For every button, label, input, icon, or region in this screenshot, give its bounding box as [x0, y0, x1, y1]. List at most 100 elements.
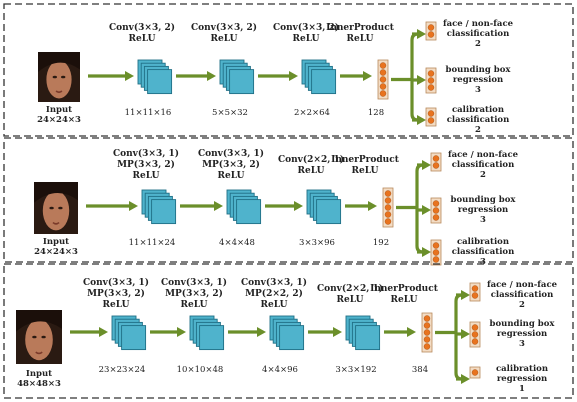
- neuron: [432, 256, 440, 263]
- neuron: [423, 343, 431, 350]
- panel-border: [3, 137, 574, 263]
- layer-label: ReLU: [181, 300, 208, 310]
- fc-label: ReLU: [391, 295, 418, 305]
- layer-dimension: 5×5×32: [212, 108, 248, 118]
- output-label: bounding box: [490, 319, 556, 329]
- arrow: [176, 71, 216, 81]
- layer-label: MP(3×3, 2): [87, 288, 145, 299]
- arrow: [384, 327, 416, 337]
- feature-map-cube: [345, 315, 381, 351]
- arrow: [456, 290, 470, 300]
- layer-label: ReLU: [103, 300, 130, 310]
- output-label: calibration: [452, 105, 504, 115]
- fc-dimension: 384: [412, 365, 428, 375]
- layer-dimension: 2×2×64: [294, 108, 330, 118]
- arrow: [340, 71, 372, 81]
- input-label: Input: [46, 105, 72, 115]
- layer-dimension: 10×10×48: [177, 365, 224, 375]
- neuron: [432, 200, 440, 207]
- arrow: [412, 75, 426, 85]
- neuron: [432, 155, 440, 162]
- output-label: 2: [480, 170, 486, 180]
- input-label: 24×24×3: [34, 247, 78, 257]
- arrow: [412, 29, 426, 39]
- output-label: 3: [480, 215, 486, 225]
- neuron: [384, 204, 392, 211]
- layer-label: ReLU: [337, 295, 364, 305]
- arrow: [70, 327, 108, 337]
- output-label: face / non-face: [443, 19, 514, 29]
- output-label: regression: [497, 329, 547, 339]
- output-label: regression: [497, 374, 547, 384]
- neuron: [384, 218, 392, 225]
- neuron: [432, 249, 440, 256]
- input-label: 24×24×3: [37, 115, 81, 125]
- output-label: 3: [480, 257, 486, 267]
- output-label: regression: [453, 75, 503, 85]
- neuron: [427, 117, 435, 124]
- layer-dimension: 4×4×96: [262, 365, 298, 375]
- neuron: [379, 69, 387, 76]
- output-neuron-column: [425, 21, 437, 41]
- fc-label: InnerProduct: [370, 284, 439, 294]
- layer-dimension: 4×4×48: [219, 238, 255, 248]
- output-neuron-column: [425, 67, 437, 94]
- fc-neuron-column: [382, 187, 394, 228]
- neuron: [427, 77, 435, 84]
- neuron: [379, 90, 387, 97]
- neuron: [427, 110, 435, 117]
- layer-label: ReLU: [293, 34, 320, 44]
- neuron: [423, 315, 431, 322]
- output-label: classification: [447, 29, 510, 39]
- layer-dimension: 3×3×96: [299, 238, 335, 248]
- arrow: [258, 71, 298, 81]
- fc-dimension: 192: [373, 238, 389, 248]
- layer-dimension: 11×11×16: [125, 108, 172, 118]
- layer-label: MP(2×2, 2): [245, 288, 303, 299]
- neuron: [423, 329, 431, 336]
- output-neuron-column: [430, 152, 442, 172]
- layer-dimension: 11×11×24: [129, 238, 176, 248]
- layer-label: Conv(2×2, 1): [278, 154, 344, 165]
- fc-neuron-column: [421, 312, 433, 353]
- neuron: [432, 207, 440, 214]
- output-label: calibration: [457, 237, 509, 247]
- output-label: face / non-face: [448, 150, 519, 160]
- layer-label: Conv(3×3, 1): [83, 277, 149, 288]
- layer-label: Conv(3×3, 2): [191, 22, 257, 33]
- output-neuron-column: [430, 239, 442, 266]
- layer-label: ReLU: [211, 34, 238, 44]
- arrow: [265, 201, 303, 211]
- arrow: [308, 327, 342, 337]
- output-label: classification: [447, 115, 510, 125]
- neuron: [423, 336, 431, 343]
- feature-map-cube: [226, 189, 262, 225]
- neuron: [379, 76, 387, 83]
- layer-dimension: 3×3×192: [335, 365, 376, 375]
- fc-label: InnerProduct: [326, 23, 395, 33]
- output-neuron-column: [469, 321, 481, 348]
- fc-neuron-column: [377, 59, 389, 100]
- layer-label: ReLU: [298, 166, 325, 176]
- output-label: regression: [458, 205, 508, 215]
- neuron: [432, 214, 440, 221]
- neuron: [471, 292, 479, 299]
- output-label: 2: [475, 39, 481, 49]
- output-label: bounding box: [446, 65, 512, 75]
- arrow: [150, 327, 186, 337]
- arrow: [417, 247, 431, 257]
- input-face-image: [16, 310, 62, 364]
- output-label: 3: [519, 339, 525, 349]
- neuron: [379, 83, 387, 90]
- output-label: 3: [475, 85, 481, 95]
- arrow: [417, 205, 431, 215]
- neuron: [384, 211, 392, 218]
- layer-label: Conv(3×3, 1): [113, 148, 179, 159]
- layer-label: ReLU: [218, 171, 245, 181]
- feature-map-cube: [306, 189, 342, 225]
- neuron: [471, 338, 479, 345]
- input-label: Input: [43, 237, 69, 247]
- neuron: [427, 24, 435, 31]
- feature-map-cube: [219, 59, 255, 95]
- fc-label: InnerProduct: [331, 155, 400, 165]
